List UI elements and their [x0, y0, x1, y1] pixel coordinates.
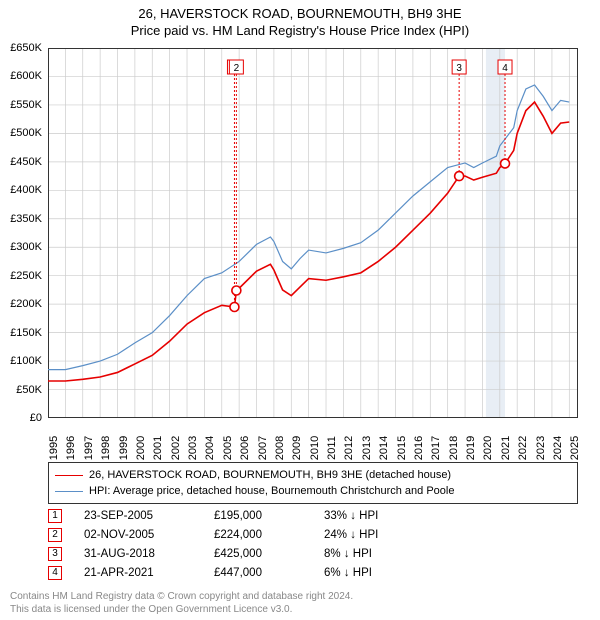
- sale-price: £224,000: [214, 529, 324, 541]
- x-tick-label: 2006: [239, 436, 251, 460]
- y-tick-label: £150K: [10, 327, 42, 339]
- chart-svg: 1234: [48, 48, 578, 418]
- sale-table: 1 23-SEP-2005£195,00033% ↓ HPI 2 02-NOV-200…: [48, 506, 578, 582]
- x-tick-label: 2016: [413, 436, 425, 460]
- chart-container: 26, HAVERSTOCK ROAD, BOURNEMOUTH, BH9 3H…: [0, 0, 600, 620]
- legend-row-price: 26, HAVERSTOCK ROAD, BOURNEMOUTH, BH9 3H…: [55, 467, 571, 483]
- sale-date: 02-NOV-2005: [84, 529, 214, 541]
- x-tick-label: 2014: [378, 436, 390, 460]
- x-tick-label: 2019: [465, 436, 477, 460]
- y-tick-label: £0: [30, 412, 42, 424]
- y-tick-label: £50K: [16, 384, 42, 396]
- x-axis-labels: 1995 1996 1997 1998 1999 2000 2001 2002 2003 2004…: [48, 420, 578, 460]
- sale-row: 4 21-APR-2021£447,0006% ↓ HPI: [48, 563, 578, 582]
- sale-date: 23-SEP-2005: [84, 510, 214, 522]
- sale-price: £447,000: [214, 567, 324, 579]
- x-tick-label: 2011: [326, 436, 338, 460]
- title-sub: Price paid vs. HM Land Registry's House …: [0, 23, 600, 38]
- sale-diff: 6% ↓ HPI: [324, 567, 444, 579]
- y-tick-label: £450K: [10, 156, 42, 168]
- title-main: 26, HAVERSTOCK ROAD, BOURNEMOUTH, BH9 3H…: [0, 6, 600, 21]
- y-tick-label: £400K: [10, 184, 42, 196]
- legend-swatch-hpi: [55, 491, 83, 492]
- svg-text:4: 4: [502, 63, 508, 74]
- y-tick-label: £650K: [10, 42, 42, 54]
- sale-row: 2 02-NOV-2005£224,00024% ↓ HPI: [48, 525, 578, 544]
- sale-marker-box: 3: [48, 547, 62, 561]
- y-tick-label: £200K: [10, 298, 42, 310]
- x-tick-label: 1996: [65, 436, 77, 460]
- x-tick-label: 2010: [309, 436, 321, 460]
- sale-diff: 24% ↓ HPI: [324, 529, 444, 541]
- sale-row: 3 31-AUG-2018£425,0008% ↓ HPI: [48, 544, 578, 563]
- sale-marker-box: 2: [48, 528, 62, 542]
- x-tick-label: 2024: [552, 436, 564, 460]
- x-tick-label: 2007: [257, 436, 269, 460]
- x-tick-label: 2012: [343, 436, 355, 460]
- sale-diff: 33% ↓ HPI: [324, 510, 444, 522]
- x-tick-label: 2015: [396, 436, 408, 460]
- titles: 26, HAVERSTOCK ROAD, BOURNEMOUTH, BH9 3H…: [0, 0, 600, 38]
- x-tick-label: 2018: [448, 436, 460, 460]
- y-tick-label: £250K: [10, 270, 42, 282]
- sale-marker-box: 1: [48, 509, 62, 523]
- x-tick-label: 2021: [500, 436, 512, 460]
- x-tick-label: 2005: [222, 436, 234, 460]
- x-tick-label: 2004: [204, 436, 216, 460]
- x-tick-label: 1999: [118, 436, 130, 460]
- x-tick-label: 2020: [482, 436, 494, 460]
- x-tick-label: 1997: [83, 436, 95, 460]
- x-tick-label: 2013: [361, 436, 373, 460]
- y-axis-labels: £0£50K£100K£150K£200K£250K£300K£350K£400…: [0, 48, 46, 418]
- y-tick-label: £300K: [10, 241, 42, 253]
- y-tick-label: £500K: [10, 127, 42, 139]
- sale-price: £425,000: [214, 548, 324, 560]
- x-tick-label: 2000: [135, 436, 147, 460]
- sale-price: £195,000: [214, 510, 324, 522]
- x-tick-label: 1995: [48, 436, 60, 460]
- sale-marker-box: 4: [48, 566, 62, 580]
- y-tick-label: £550K: [10, 99, 42, 111]
- legend-swatch-price: [55, 475, 83, 476]
- x-tick-label: 2003: [187, 436, 199, 460]
- svg-text:3: 3: [456, 63, 462, 74]
- legend-row-hpi: HPI: Average price, detached house, Bour…: [55, 483, 571, 499]
- y-tick-label: £600K: [10, 70, 42, 82]
- x-tick-label: 2017: [430, 436, 442, 460]
- x-tick-label: 2025: [569, 436, 581, 460]
- x-tick-label: 2023: [535, 436, 547, 460]
- legend: 26, HAVERSTOCK ROAD, BOURNEMOUTH, BH9 3H…: [48, 462, 578, 504]
- footer: Contains HM Land Registry data © Crown c…: [10, 590, 353, 616]
- svg-text:2: 2: [234, 63, 240, 74]
- sale-date: 21-APR-2021: [84, 567, 214, 579]
- legend-label-hpi: HPI: Average price, detached house, Bour…: [89, 485, 454, 497]
- x-tick-label: 1998: [100, 436, 112, 460]
- sale-diff: 8% ↓ HPI: [324, 548, 444, 560]
- x-tick-label: 2022: [517, 436, 529, 460]
- y-tick-label: £350K: [10, 213, 42, 225]
- x-tick-label: 2002: [170, 436, 182, 460]
- chart-plot-area: 1234: [48, 48, 578, 418]
- footer-line1: Contains HM Land Registry data © Crown c…: [10, 590, 353, 603]
- x-tick-label: 2009: [291, 436, 303, 460]
- legend-label-price: 26, HAVERSTOCK ROAD, BOURNEMOUTH, BH9 3H…: [89, 469, 451, 481]
- footer-line2: This data is licensed under the Open Gov…: [10, 603, 353, 616]
- y-tick-label: £100K: [10, 355, 42, 367]
- sale-date: 31-AUG-2018: [84, 548, 214, 560]
- sale-row: 1 23-SEP-2005£195,00033% ↓ HPI: [48, 506, 578, 525]
- x-tick-label: 2001: [152, 436, 164, 460]
- x-tick-label: 2008: [274, 436, 286, 460]
